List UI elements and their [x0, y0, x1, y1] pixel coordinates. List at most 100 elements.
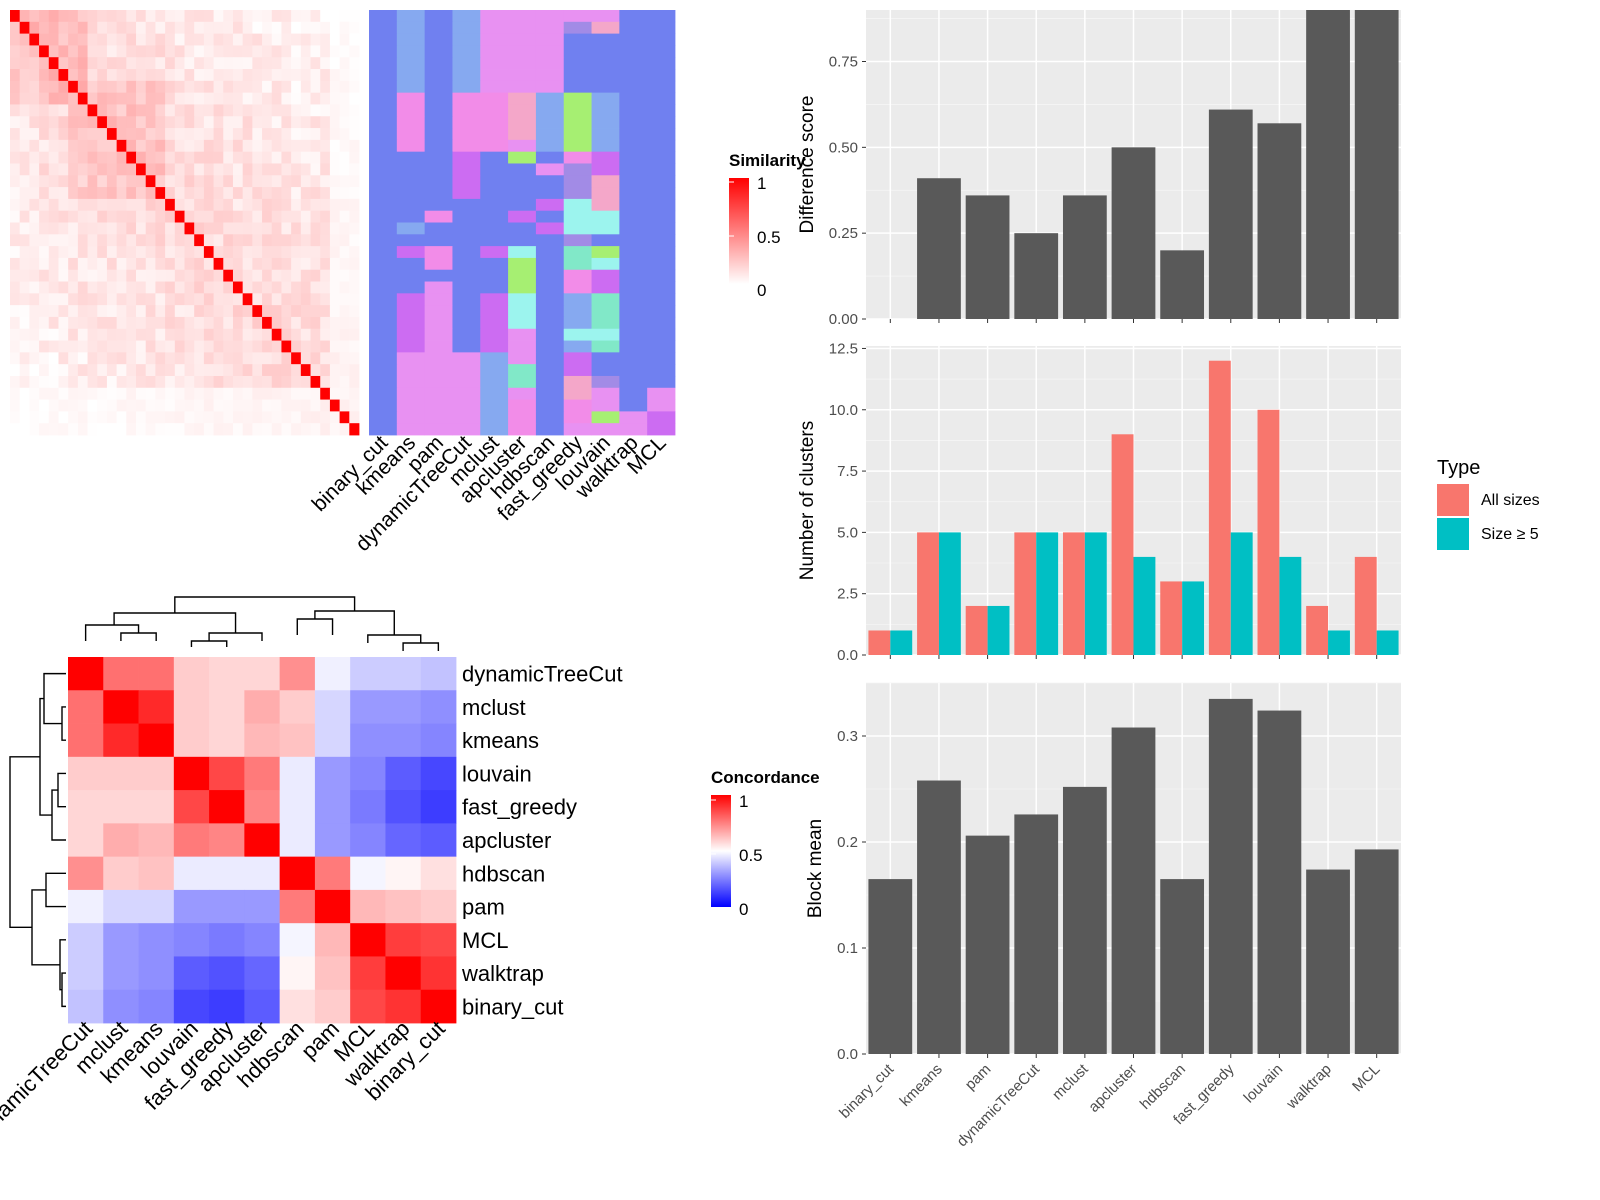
similarity-cell [136, 269, 147, 282]
similarity-cell [271, 151, 282, 164]
similarity-cell [339, 328, 350, 341]
cluster-cell [563, 293, 592, 306]
bar [917, 780, 961, 1054]
similarity-cell [262, 198, 273, 212]
legend-colorbar [729, 178, 749, 284]
similarity-cell [271, 293, 282, 306]
similarity-cell [242, 92, 253, 105]
cluster-cell [535, 163, 565, 176]
similarity-cell [39, 246, 50, 259]
similarity-cell [242, 222, 253, 235]
similarity-cell [223, 151, 234, 164]
concordance-cell [103, 856, 139, 891]
similarity-cell [329, 69, 341, 82]
similarity-cell [145, 57, 156, 70]
similarity-cell [116, 33, 127, 46]
similarity-cell [87, 128, 98, 141]
similarity-cell [232, 399, 244, 412]
similarity-cell [300, 10, 311, 23]
bar [1354, 10, 1399, 319]
similarity-cell [29, 340, 40, 353]
similarity-cell [281, 80, 292, 94]
concordance-cell [209, 923, 245, 957]
similarity-cell [184, 293, 195, 306]
bar [1084, 532, 1107, 655]
bar [868, 630, 891, 655]
similarity-cell [349, 33, 360, 46]
similarity-cell [58, 151, 69, 164]
concordance-cell [138, 856, 175, 891]
y-axis-label: Block mean [805, 819, 826, 918]
similarity-cell [10, 21, 21, 35]
similarity-cell [155, 328, 166, 341]
similarity-cell [329, 128, 341, 141]
similarity-cell [29, 234, 40, 247]
cluster-cell [396, 128, 426, 141]
cluster-cell [424, 210, 453, 223]
similarity-cell [10, 411, 21, 424]
similarity-cell [136, 116, 147, 129]
similarity-cell [136, 80, 147, 94]
cluster-cell [591, 387, 620, 400]
similarity-cell [68, 281, 79, 294]
similarity-cell [97, 104, 108, 117]
concordance-cell [420, 690, 457, 724]
concordance-cell [173, 989, 210, 1024]
similarity-cell [136, 222, 147, 235]
similarity-cell [116, 187, 127, 200]
cluster-cell [647, 187, 676, 200]
cluster-cell [396, 246, 426, 259]
cluster-cell [480, 364, 509, 377]
similarity-cell [48, 163, 59, 176]
cluster-cell [396, 316, 426, 330]
similarity-cell [242, 57, 253, 70]
similarity-cell [203, 45, 214, 58]
similarity-cell [252, 234, 263, 247]
similarity-cell [77, 411, 88, 424]
similarity-cell [19, 340, 30, 353]
cluster-cell [535, 411, 565, 424]
concordance-cell [314, 856, 351, 891]
cluster-cell [508, 423, 537, 436]
similarity-cell [136, 104, 147, 117]
similarity-cell [194, 57, 205, 70]
similarity-cell [262, 175, 273, 188]
similarity-cell [300, 210, 311, 223]
similarity-cell [19, 33, 30, 46]
cluster-cell [369, 151, 398, 164]
similarity-cell [262, 352, 273, 365]
cluster-cell [591, 128, 620, 141]
similarity-cell [155, 293, 166, 306]
similarity-cell [174, 104, 185, 117]
cluster-cell [508, 198, 537, 212]
similarity-cell [281, 10, 292, 23]
similarity-cell [262, 269, 273, 282]
similarity-cell [252, 163, 263, 176]
bar [1133, 556, 1156, 655]
cluster-cell [508, 163, 537, 176]
similarity-cell [252, 128, 263, 141]
x-tick-label: pam [962, 1061, 995, 1094]
row-label: dynamicTreeCut [462, 662, 623, 687]
similarity-cell [252, 246, 263, 259]
similarity-cell [203, 234, 214, 247]
cluster-cell [619, 92, 648, 105]
dendrogram-branch [174, 596, 356, 613]
similarity-cell [349, 175, 360, 188]
similarity-cell [203, 116, 214, 129]
concordance-cell [420, 923, 457, 957]
similarity-cell [291, 269, 302, 282]
similarity-cell [48, 210, 59, 223]
similarity-cell [320, 257, 331, 271]
similarity-cell [291, 340, 302, 353]
bar [1208, 109, 1253, 319]
similarity-cell [252, 175, 263, 188]
similarity-cell [300, 128, 311, 141]
similarity-cell [174, 151, 185, 164]
similarity-cell [19, 316, 30, 330]
cluster-cell [535, 92, 565, 105]
cluster-cell [619, 10, 648, 23]
cluster-cell [480, 352, 509, 365]
similarity-cell [329, 151, 341, 164]
